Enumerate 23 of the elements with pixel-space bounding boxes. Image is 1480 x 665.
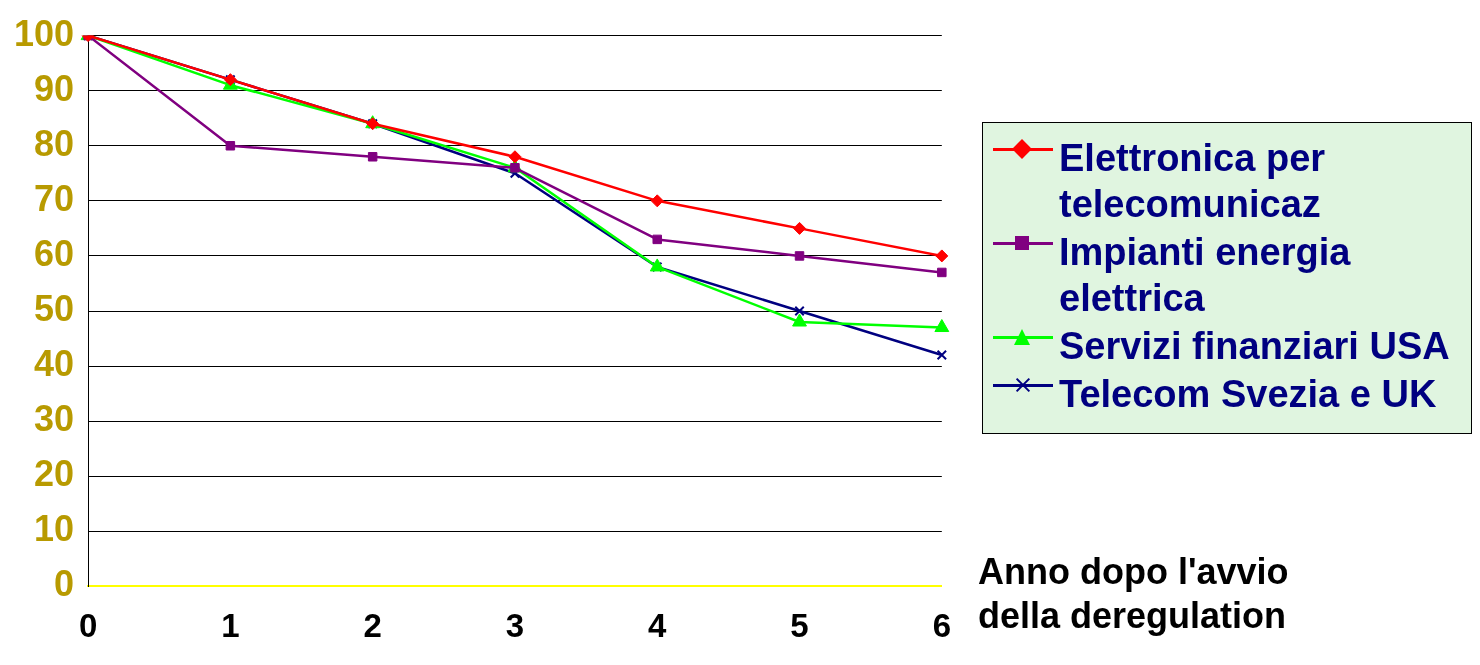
legend-label: Elettronica per telecomunicaz xyxy=(1059,136,1327,227)
legend-label: Servizi finanziari USA xyxy=(1059,324,1450,369)
x-tick-label: 5 xyxy=(790,607,809,645)
x-tick-label: 2 xyxy=(363,607,382,645)
x-tick-label: 3 xyxy=(505,607,525,645)
y-tick-label: 100 xyxy=(13,12,75,54)
y-tick-label: 80 xyxy=(34,122,75,164)
y-tick-label: 90 xyxy=(34,67,75,109)
y-tick-label: 60 xyxy=(34,232,75,274)
y-tick-label: 50 xyxy=(34,287,75,329)
x-tick-label: 1 xyxy=(221,607,240,645)
y-tick-label: 70 xyxy=(34,177,75,219)
y-tick-label: 0 xyxy=(54,563,75,605)
x-tick-label: 4 xyxy=(648,607,668,645)
y-tick-label: 20 xyxy=(34,453,75,495)
x-tick-label: 0 xyxy=(78,607,98,645)
y-tick-label: 40 xyxy=(34,343,75,384)
legend-label: Impianti energia elettrica xyxy=(1059,230,1352,321)
y-tick-label: 10 xyxy=(34,508,75,550)
x-tick-label: 6 xyxy=(932,607,951,645)
x-axis-title: Anno dopo l'avvio della deregulation xyxy=(978,550,1290,638)
y-tick-label: 30 xyxy=(34,398,75,440)
legend-label: Telecom Svezia e UK xyxy=(1059,372,1437,417)
